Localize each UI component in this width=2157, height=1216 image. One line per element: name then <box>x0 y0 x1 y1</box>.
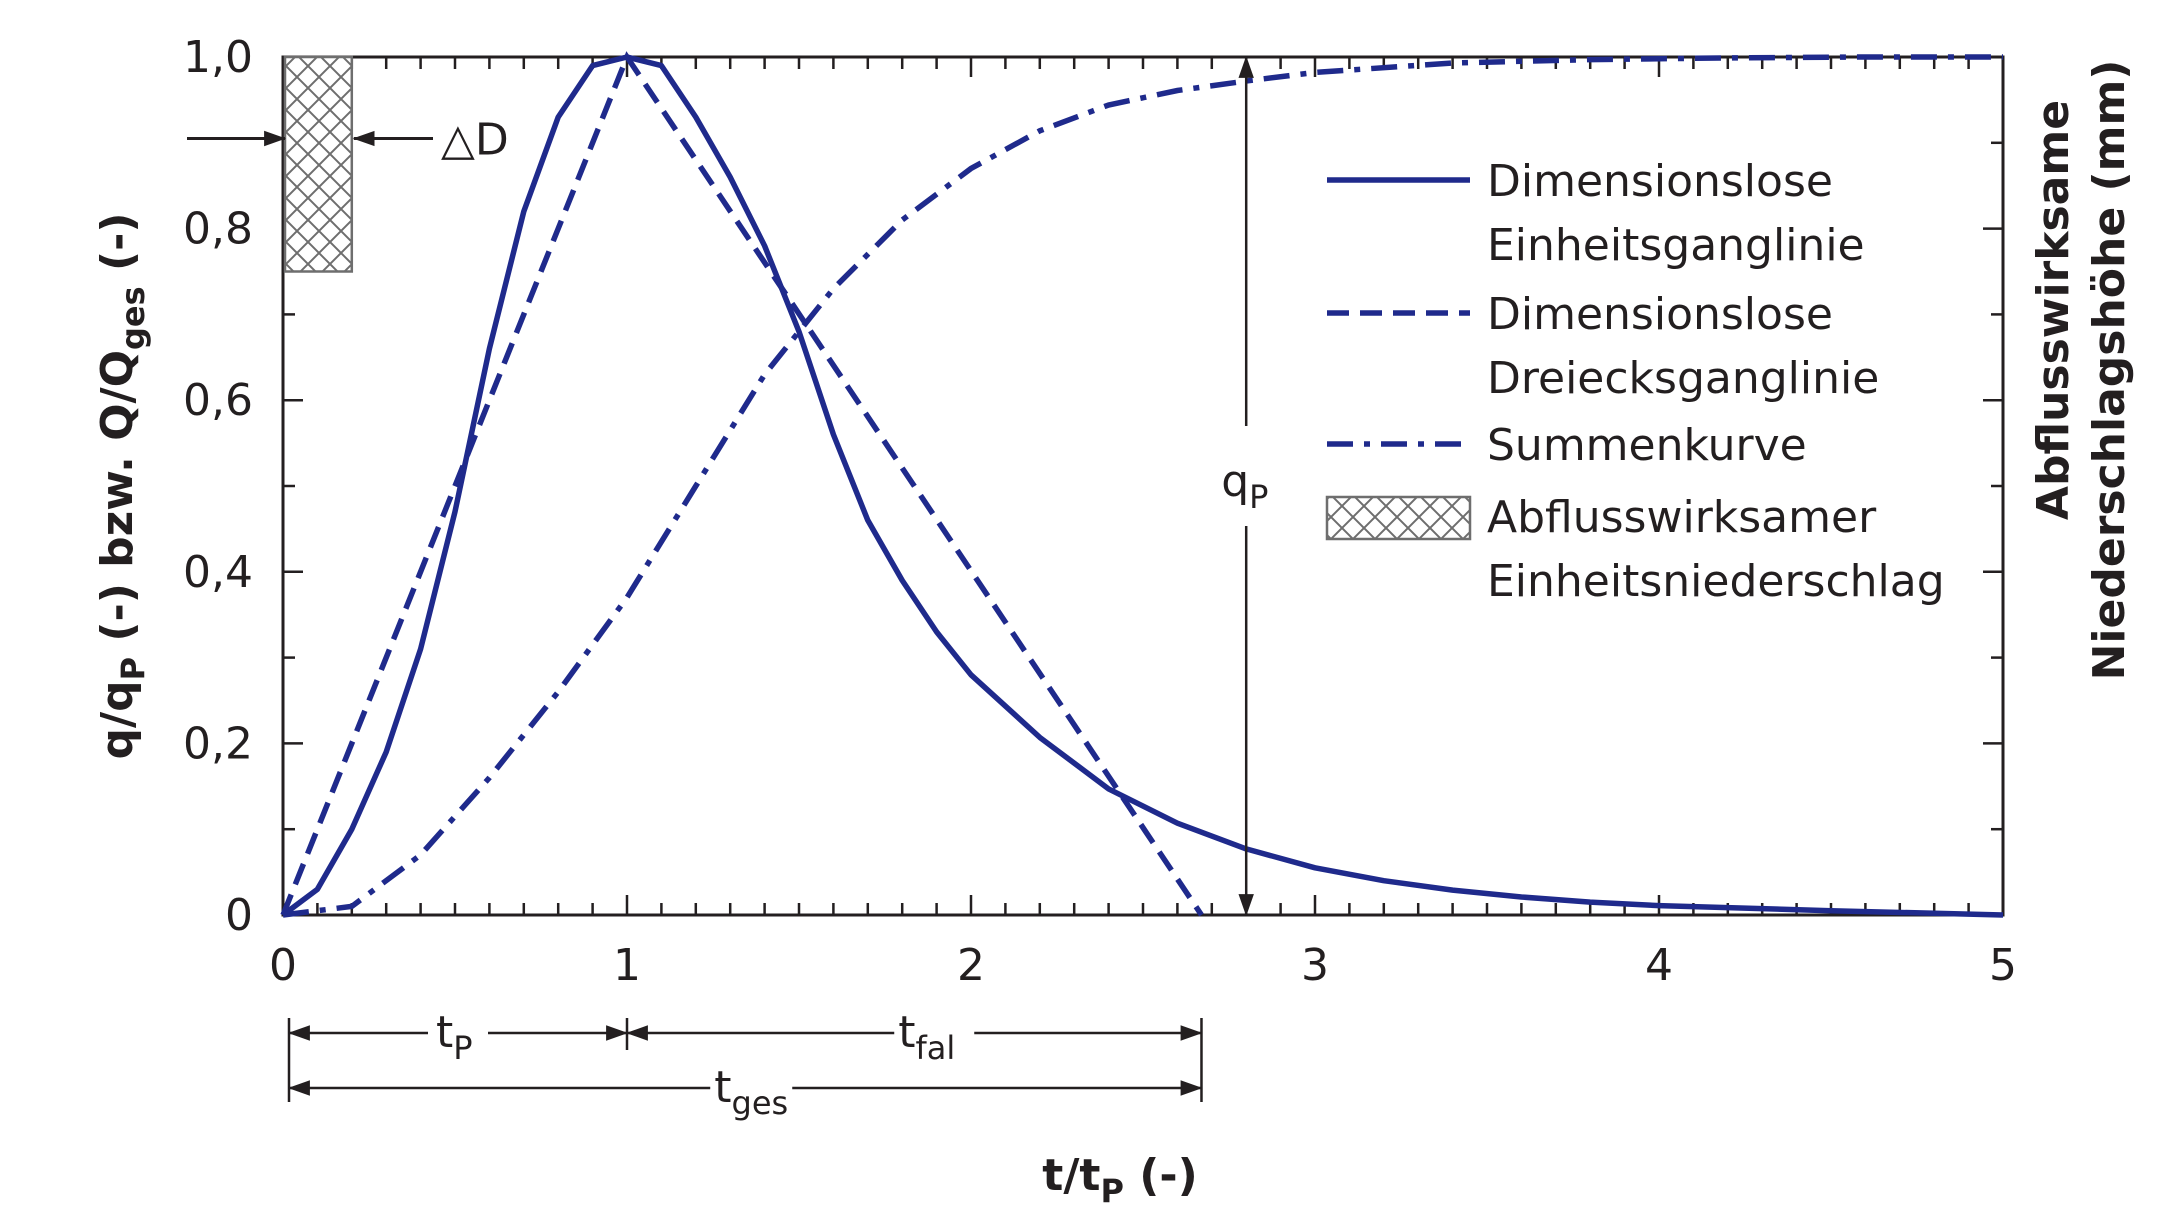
delta-d-label: △D <box>441 115 509 166</box>
legend-entry-cumulative-curve: Summenkurve <box>1327 420 1807 471</box>
axis-tick-labels: 0 1 2 3 4 5 0 0,2 0,4 0,6 0,8 1,0 <box>183 32 2017 991</box>
legend-label: Summenkurve <box>1487 420 1807 471</box>
x-tick-label: 4 <box>1645 940 1673 991</box>
legend-entry-unit-rainfall: Abflusswirksamer Einheitsniederschlag <box>1325 492 1945 607</box>
legend-label: Dimensionslose <box>1487 156 1833 207</box>
x-axis-title: t/tP (-) <box>1042 1150 1197 1210</box>
x-tick-label: 1 <box>613 940 641 991</box>
tp-label: tP <box>436 1007 473 1067</box>
tfal-label: tfal <box>898 1007 955 1067</box>
legend-label: Einheitsniederschlag <box>1487 556 1945 607</box>
unit-rainfall-block <box>283 55 354 273</box>
legend-label: Dreiecksganglinie <box>1487 353 1879 404</box>
legend-entry-unit-hydrograph: Dimensionslose Einheitsganglinie <box>1327 156 1865 271</box>
legend-entry-triangular-hydrograph: Dimensionslose Dreiecksganglinie <box>1327 289 1879 404</box>
legend-label: Dimensionslose <box>1487 289 1833 340</box>
x-tick-label: 0 <box>269 940 297 991</box>
series-unit-hydrograph-line <box>281 54 2004 918</box>
series-cumulative-curve-line <box>282 54 2003 918</box>
x-tick-label: 2 <box>957 940 985 991</box>
legend: Dimensionslose Einheitsganglinie Dimensi… <box>1325 156 1945 607</box>
x-tick-label: 3 <box>1301 940 1329 991</box>
time-span-annotations: tP tfal tges <box>287 1007 1203 1122</box>
legend-label: Abflusswirksamer <box>1487 492 1877 543</box>
y-tick-label: 0,2 <box>183 718 253 769</box>
secondary-y-axis-title-line2: Niederschlagshöhe (mm) <box>2084 60 2135 681</box>
y-tick-label: 0,6 <box>183 375 253 426</box>
tges-label: tges <box>714 1062 788 1122</box>
qp-label: qP <box>1221 456 1268 516</box>
legend-label: Einheitsganglinie <box>1487 220 1865 271</box>
qp-annotation: qP <box>1221 55 1268 917</box>
y-axis-title: q/qP (-) bzw. Q/Qges (-) <box>92 213 152 760</box>
y-tick-label: 0 <box>225 890 253 941</box>
y-tick-label: 0,4 <box>183 547 253 598</box>
secondary-y-axis-title-line1: Abflusswirksame <box>2028 100 2079 520</box>
x-tick-label: 5 <box>1989 940 2017 991</box>
series-triangular-hydrograph-line <box>280 51 1204 917</box>
y-tick-label: 0,8 <box>183 204 253 255</box>
delta-d-annotation: △D <box>187 115 509 166</box>
legend-swatch-crosshatch <box>1325 495 1472 541</box>
y-tick-label: 1,0 <box>183 32 253 83</box>
